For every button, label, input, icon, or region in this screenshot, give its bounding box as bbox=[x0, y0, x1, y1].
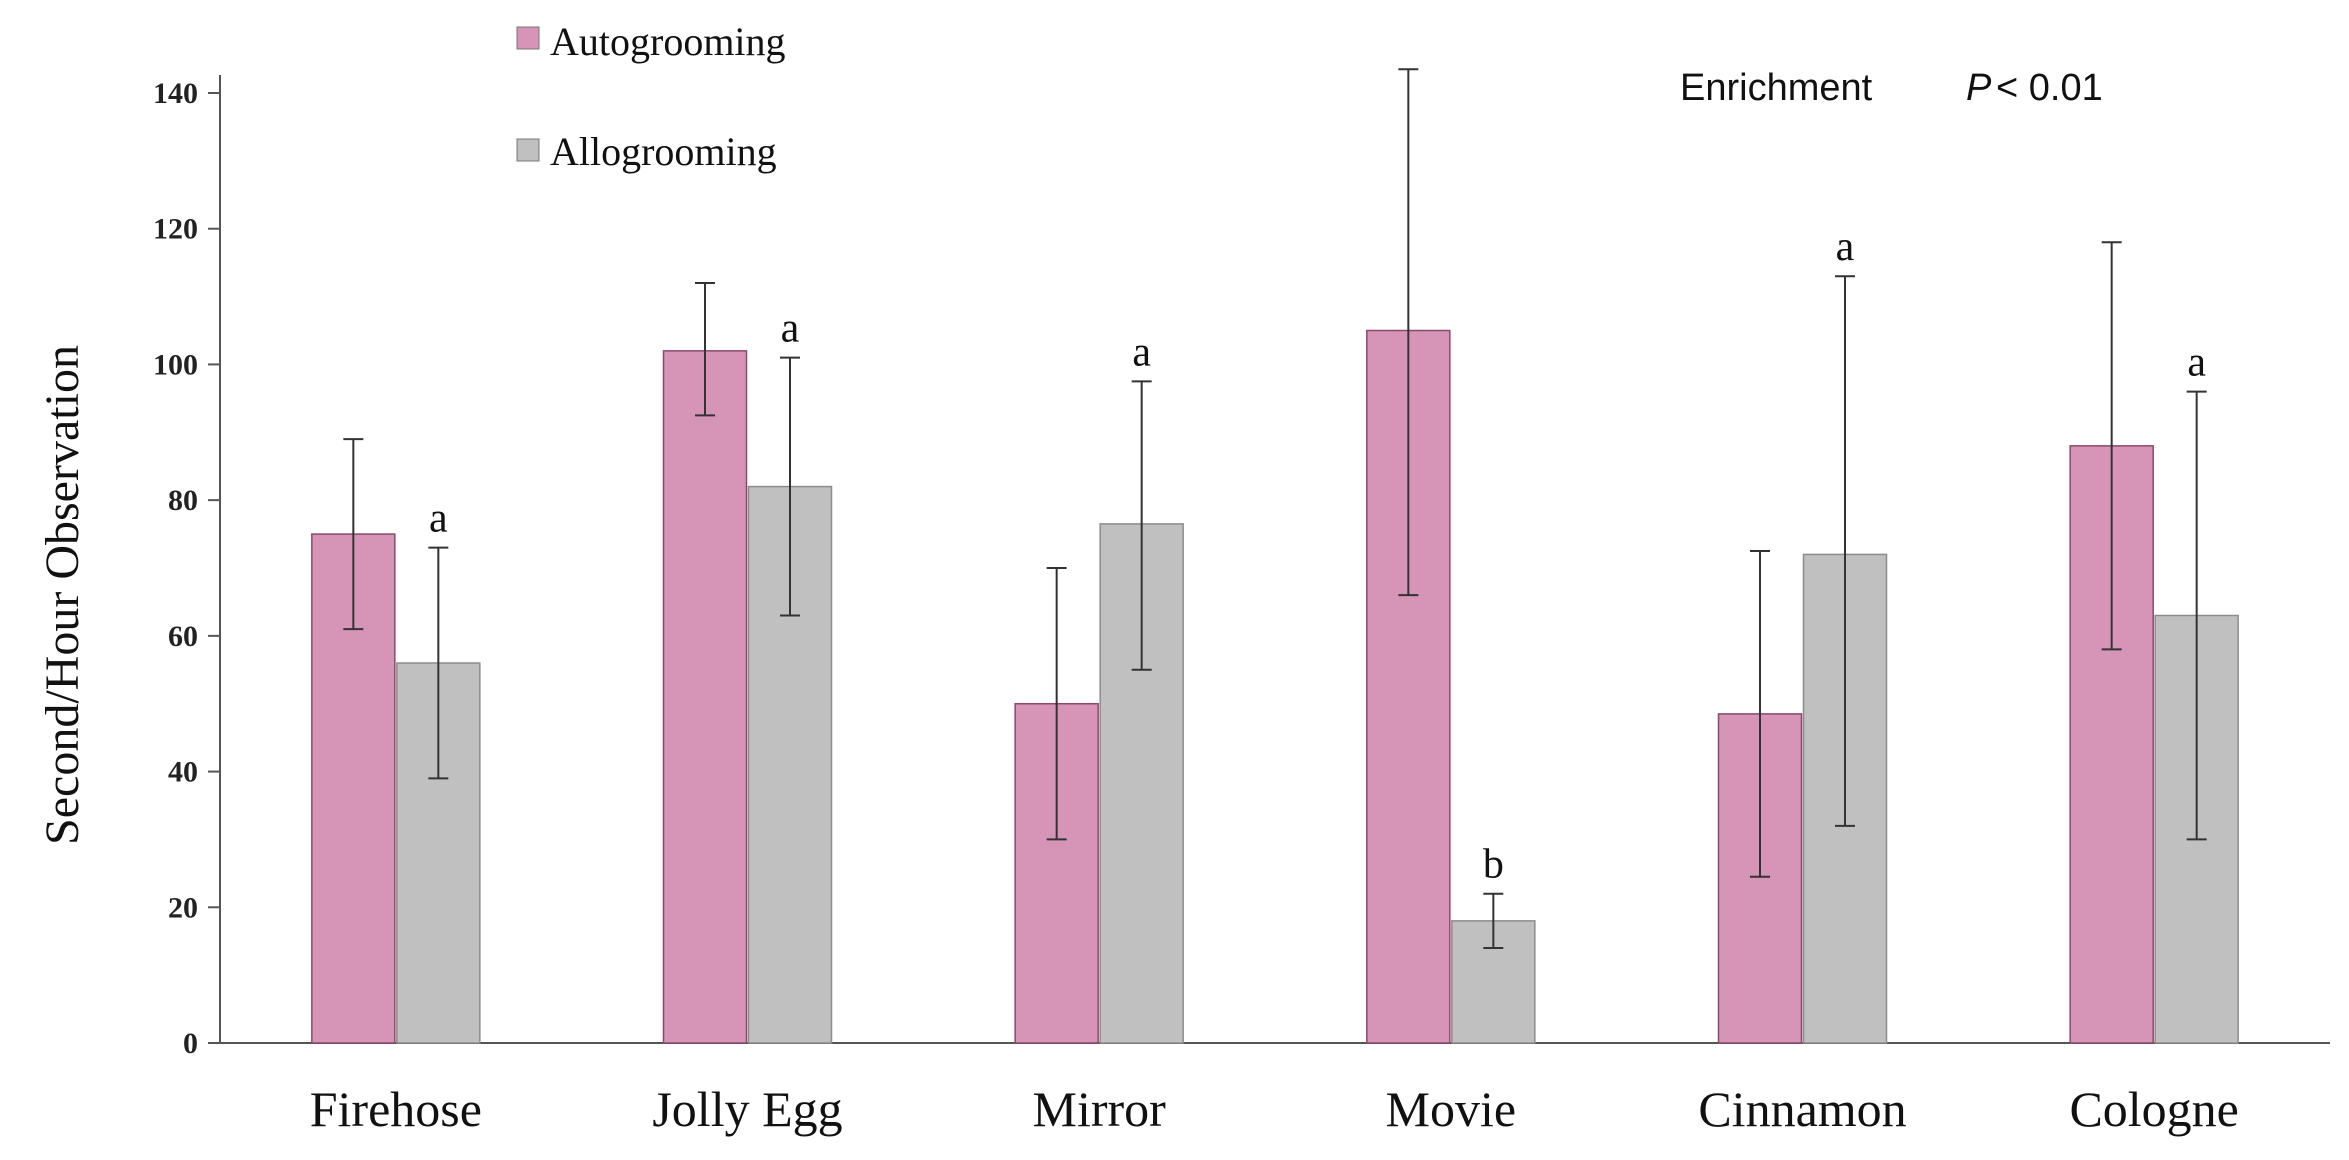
significance-letter: a bbox=[781, 306, 800, 352]
annotation-p-value: < 0.01 bbox=[1996, 67, 2103, 109]
x-category-label: Movie bbox=[1386, 1081, 1517, 1137]
significance-letter: a bbox=[1132, 329, 1151, 375]
x-category-label: Jolly Egg bbox=[652, 1081, 842, 1137]
x-category-label: Firehose bbox=[310, 1081, 482, 1137]
significance-letter: a bbox=[1836, 224, 1855, 270]
significance-letter: a bbox=[2187, 340, 2206, 386]
y-axis-label: Second/Hour Observation bbox=[36, 345, 89, 845]
y-tick-label: 120 bbox=[153, 213, 198, 246]
significance-letter: b bbox=[1483, 842, 1504, 888]
annotation-label: Enrichment bbox=[1680, 67, 1873, 109]
p-value-annotation: Enrichment P < 0.01 bbox=[1680, 67, 2103, 109]
significance-letter: a bbox=[429, 496, 448, 542]
legend-swatch-allogrooming bbox=[516, 138, 540, 162]
y-tick-label: 40 bbox=[168, 756, 198, 789]
y-tick-label: 60 bbox=[168, 620, 198, 653]
legend-label-allogrooming: Allogrooming bbox=[550, 129, 777, 174]
x-category-label: Mirror bbox=[1033, 1081, 1167, 1137]
legend: Autogrooming Allogrooming bbox=[516, 19, 786, 174]
legend-label-autogrooming: Autogrooming bbox=[550, 19, 786, 64]
annotation-p-symbol: P bbox=[1966, 67, 1992, 109]
y-tick-label: 100 bbox=[153, 348, 198, 381]
x-category-label: Cologne bbox=[2069, 1081, 2238, 1137]
x-category-label: Cinnamon bbox=[1698, 1081, 1906, 1137]
y-tick-label: 20 bbox=[168, 891, 198, 924]
y-tick-label: 0 bbox=[183, 1027, 198, 1060]
legend-swatch-autogrooming bbox=[516, 26, 540, 50]
y-tick-label: 80 bbox=[168, 484, 198, 517]
y-tick-label: 140 bbox=[153, 77, 198, 110]
plot-area: 0 20 40 60 80 100 120 140 a Firehose a Jolly Egg a Mi… bbox=[153, 68, 2330, 1137]
bar-autogrooming-jolly-egg bbox=[662, 350, 748, 1044]
